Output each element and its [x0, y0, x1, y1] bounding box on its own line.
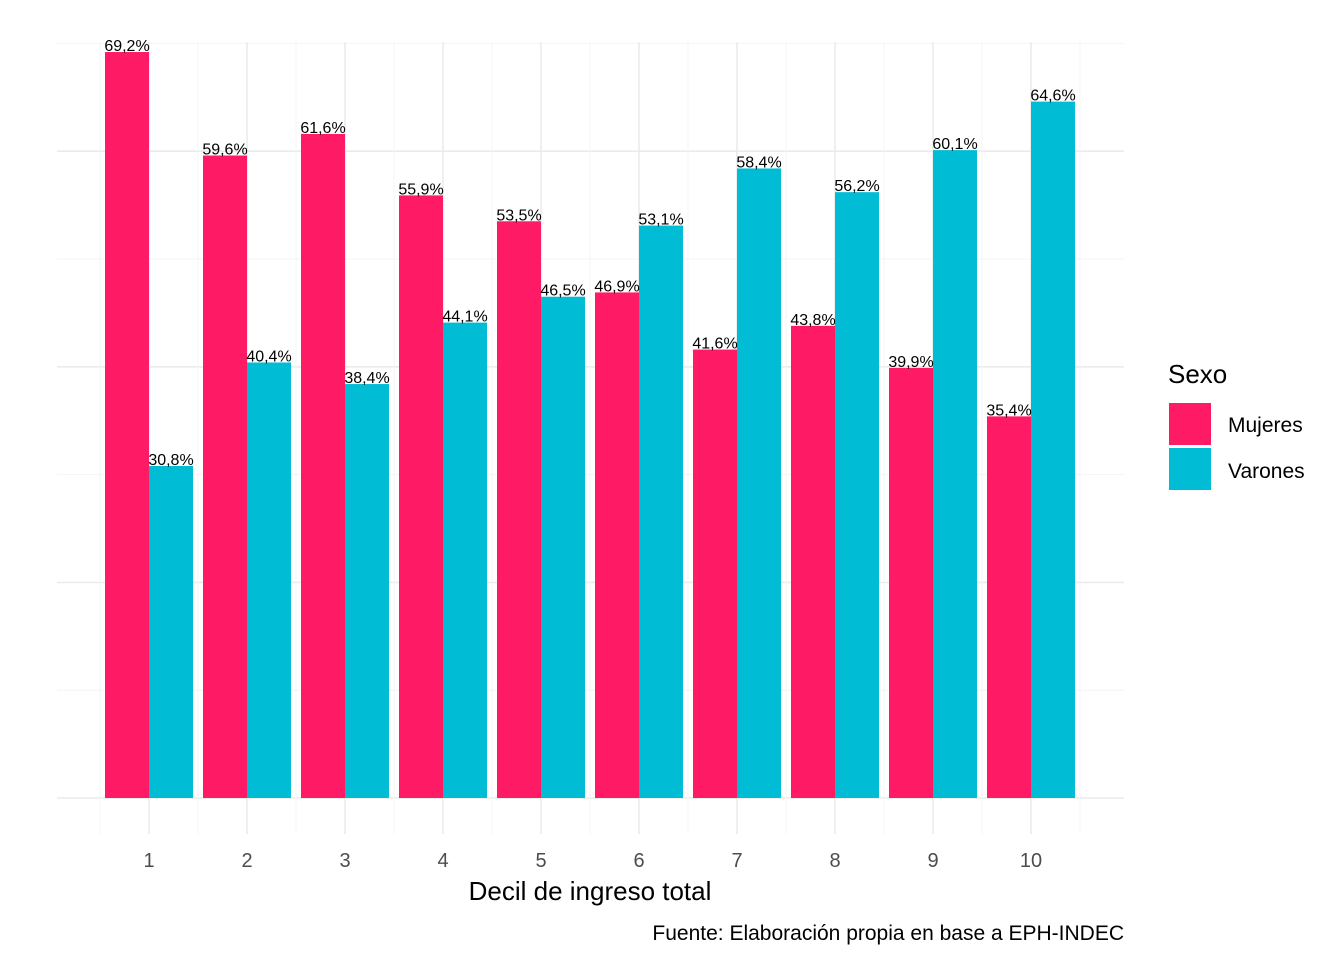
data-labels: 69,2% 59,6% 61,6% 55,9% 53,5% 46,9% 41,6% 43,8%… — [104, 38, 1075, 469]
legend-label-mujeres: Mujeres — [1228, 414, 1303, 437]
data-label-varones-1: 30,8% — [148, 452, 193, 469]
bars — [105, 52, 1075, 799]
bar-mujeres-5 — [497, 221, 541, 798]
bar-mujeres-7 — [693, 349, 737, 798]
x-tick-label-6: 6 — [633, 850, 644, 872]
x-tick-label-5: 5 — [535, 850, 546, 872]
legend-label-varones: Varones — [1228, 460, 1305, 483]
bar-varones-9 — [933, 150, 977, 798]
data-label-varones-3: 38,4% — [344, 370, 389, 387]
x-tick-label-4: 4 — [437, 850, 448, 872]
bar-mujeres-4 — [399, 195, 443, 798]
x-tick-label-2: 2 — [241, 850, 252, 872]
legend-title: Sexo — [1168, 359, 1227, 389]
bar-mujeres-6 — [595, 292, 639, 798]
data-label-mujeres-2: 59,6% — [202, 142, 247, 159]
data-label-mujeres-10: 35,4% — [986, 402, 1031, 419]
data-label-varones-9: 60,1% — [932, 136, 977, 153]
bar-mujeres-3 — [301, 133, 345, 798]
data-label-mujeres-5: 53,5% — [496, 207, 541, 224]
x-axis-ticks: 1 2 3 4 5 6 7 8 9 10 — [143, 850, 1042, 872]
x-tick-label-8: 8 — [829, 850, 840, 872]
bar-varones-6 — [639, 225, 683, 798]
legend-swatch-mujeres — [1169, 403, 1211, 445]
bar-varones-8 — [835, 192, 879, 798]
data-label-varones-6: 53,1% — [638, 212, 683, 229]
x-tick-label-10: 10 — [1020, 850, 1042, 872]
data-label-mujeres-4: 55,9% — [398, 181, 443, 198]
bar-varones-4 — [443, 322, 487, 798]
data-label-varones-10: 64,6% — [1030, 88, 1075, 105]
data-label-varones-7: 58,4% — [736, 154, 781, 171]
bar-mujeres-2 — [203, 155, 247, 799]
data-label-varones-8: 56,2% — [834, 178, 879, 195]
data-label-varones-5: 46,5% — [540, 283, 585, 300]
legend: Sexo Mujeres Varones — [1168, 359, 1305, 490]
data-label-varones-2: 40,4% — [246, 348, 291, 365]
bar-mujeres-10 — [987, 416, 1031, 798]
chart-caption: Fuente: Elaboración propia en base a EPH… — [652, 922, 1124, 945]
bar-varones-7 — [737, 168, 781, 798]
data-label-mujeres-6: 46,9% — [594, 278, 639, 295]
bar-varones-1 — [149, 465, 193, 798]
data-label-mujeres-7: 41,6% — [692, 336, 737, 353]
bar-varones-10 — [1031, 101, 1075, 798]
legend-swatch-varones — [1169, 448, 1211, 490]
bar-mujeres-1 — [105, 52, 149, 799]
x-tick-label-7: 7 — [731, 850, 742, 872]
data-label-mujeres-8: 43,8% — [790, 312, 835, 329]
x-tick-label-9: 9 — [927, 850, 938, 872]
x-tick-label-3: 3 — [339, 850, 350, 872]
bar-varones-2 — [247, 362, 291, 798]
data-label-mujeres-1: 69,2% — [104, 38, 149, 55]
bar-mujeres-8 — [791, 325, 835, 798]
data-label-mujeres-3: 61,6% — [300, 120, 345, 137]
bar-varones-3 — [345, 384, 389, 798]
data-label-mujeres-9: 39,9% — [888, 354, 933, 371]
x-tick-label-1: 1 — [143, 850, 154, 872]
x-axis-title: Decil de ingreso total — [469, 876, 712, 906]
data-label-varones-4: 44,1% — [442, 309, 487, 326]
bar-mujeres-9 — [889, 367, 933, 798]
bar-varones-5 — [541, 296, 585, 798]
